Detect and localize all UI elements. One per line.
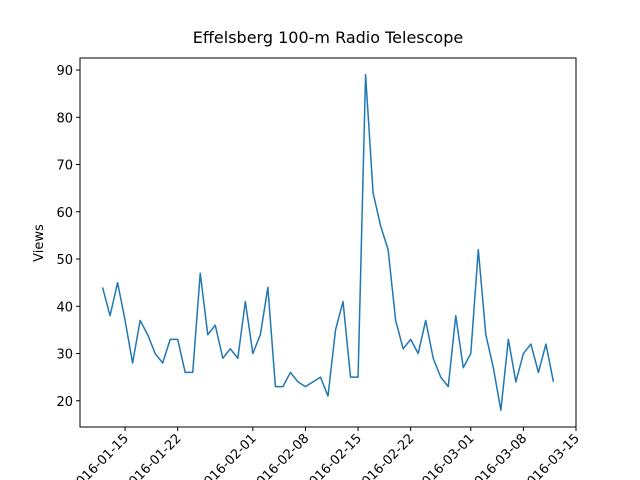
y-tick-label: 90 <box>56 64 73 79</box>
axes-frame <box>79 57 577 428</box>
line <box>101 74 555 411</box>
y-axis-label: Views <box>32 224 47 262</box>
chart-title: Effelsberg 100-m Radio Telescope <box>193 28 463 47</box>
y-tick-label: 80 <box>56 111 73 126</box>
y-tick-label: 20 <box>56 395 73 410</box>
y-tick-label: 70 <box>56 159 73 174</box>
y-tick-label: 40 <box>56 300 73 315</box>
y-tick-label: 50 <box>56 253 73 268</box>
y-tick-label: 30 <box>56 348 73 363</box>
y-tick-label: 60 <box>56 206 73 221</box>
